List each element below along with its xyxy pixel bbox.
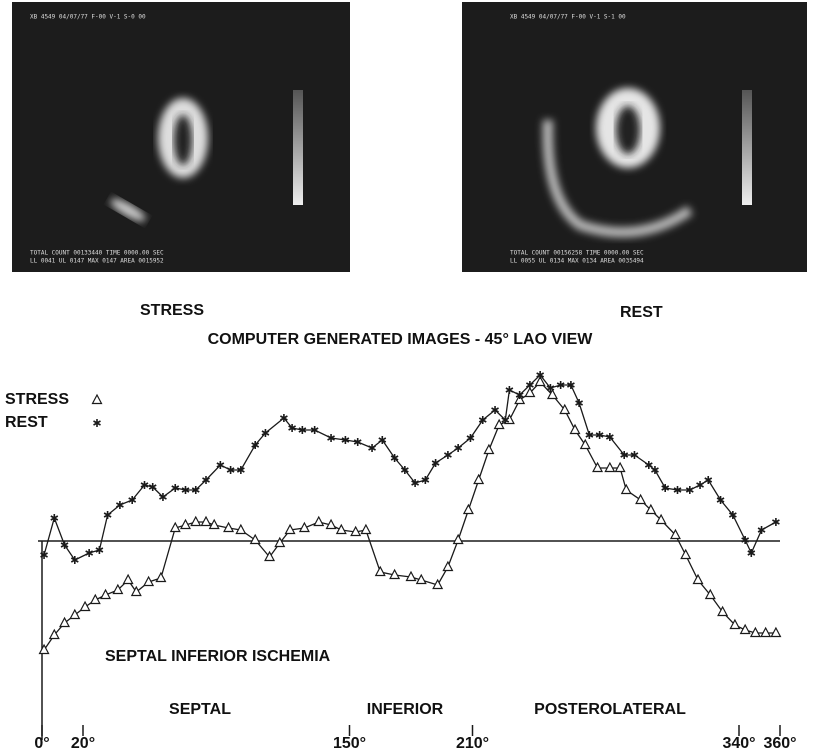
page: XB 4549 04/07/77 F-00 V-1 S-0 00 TOTAL C…	[0, 0, 817, 751]
star-marker	[432, 459, 439, 467]
image-footer: TOTAL COUNT 00156258 TIME 0000.00 SEC	[510, 250, 644, 257]
image-footer: LL 0041 UL 0147 MAX 0147 AREA 0015952	[30, 258, 164, 265]
triangle-marker	[622, 485, 631, 494]
region-label: SEPTAL	[169, 701, 231, 718]
image-caption: REST	[620, 304, 663, 321]
triangle-marker	[81, 602, 90, 611]
triangle-marker	[156, 573, 165, 582]
triangle-marker	[464, 505, 473, 514]
triangle-marker	[337, 525, 346, 534]
triangle-marker	[251, 535, 260, 544]
star-marker	[742, 536, 749, 544]
image-header: XB 4549 04/07/77 F-00 V-1 S-1 00	[510, 14, 626, 21]
star-marker	[86, 549, 93, 557]
x-tick-label: 210°	[456, 735, 489, 751]
star-marker	[94, 419, 101, 427]
series-line	[44, 382, 776, 650]
triangle-marker	[681, 550, 690, 559]
legend-label: STRESS	[5, 391, 69, 408]
star-marker	[444, 451, 451, 459]
star-marker	[51, 514, 58, 522]
triangle-marker	[60, 618, 69, 627]
star-marker	[506, 386, 513, 394]
legend-label: REST	[5, 414, 48, 431]
x-tick-label: 0°	[34, 735, 49, 751]
chart-title: COMPUTER GENERATED IMAGES - 45° LAO VIEW	[208, 331, 594, 348]
triangle-marker	[616, 463, 625, 472]
triangle-marker	[191, 517, 200, 526]
triangle-marker	[593, 463, 602, 472]
triangle-marker	[474, 475, 483, 484]
triangle-marker	[694, 575, 703, 584]
triangle-marker	[636, 495, 645, 504]
star-marker	[576, 399, 583, 407]
triangle-marker	[91, 595, 100, 604]
triangle-marker	[484, 445, 493, 454]
x-tick-label: 360°	[763, 735, 796, 751]
star-marker	[96, 546, 103, 554]
triangle-marker	[202, 517, 211, 526]
triangle-marker	[741, 625, 750, 634]
rest-image: XB 4549 04/07/77 F-00 V-1 S-1 00 TOTAL C…	[462, 2, 807, 272]
triangle-marker	[93, 395, 102, 404]
annotation: SEPTAL INFERIOR ISCHEMIA	[105, 648, 331, 665]
x-tick-label: 340°	[722, 735, 755, 751]
star-marker	[369, 444, 376, 452]
stress-image: XB 4549 04/07/77 F-00 V-1 S-0 00 TOTAL C…	[12, 2, 350, 272]
star-marker	[748, 549, 755, 557]
series-line	[44, 375, 776, 560]
image-footer: TOTAL COUNT 00133440 TIME 0000.00 SEC	[30, 250, 164, 257]
star-marker	[422, 476, 429, 484]
region-label: POSTEROLATERAL	[534, 701, 686, 718]
triangle-marker	[605, 463, 614, 472]
x-tick-label: 150°	[333, 735, 366, 751]
x-tick-label: 20°	[71, 735, 95, 751]
triangle-marker	[124, 575, 133, 584]
triangle-marker	[443, 562, 452, 571]
triangle-marker	[771, 628, 780, 637]
triangle-marker	[761, 628, 770, 637]
image-footer: LL 0055 UL 0134 MAX 0134 AREA 0035494	[510, 258, 644, 265]
region-label: INFERIOR	[367, 701, 444, 718]
image-header: XB 4549 04/07/77 F-00 V-1 S-0 00	[30, 14, 146, 21]
triangle-marker	[70, 610, 79, 619]
triangle-marker	[361, 525, 370, 534]
star-marker	[772, 518, 779, 526]
triangle-marker	[314, 517, 323, 526]
triangle-marker	[376, 567, 385, 576]
triangle-marker	[571, 425, 580, 434]
figure: XB 4549 04/07/77 F-00 V-1 S-0 00 TOTAL C…	[0, 0, 817, 751]
image-caption: STRESS	[140, 302, 204, 319]
star-marker	[697, 481, 704, 489]
star-marker	[758, 526, 765, 534]
triangle-marker	[454, 535, 463, 544]
